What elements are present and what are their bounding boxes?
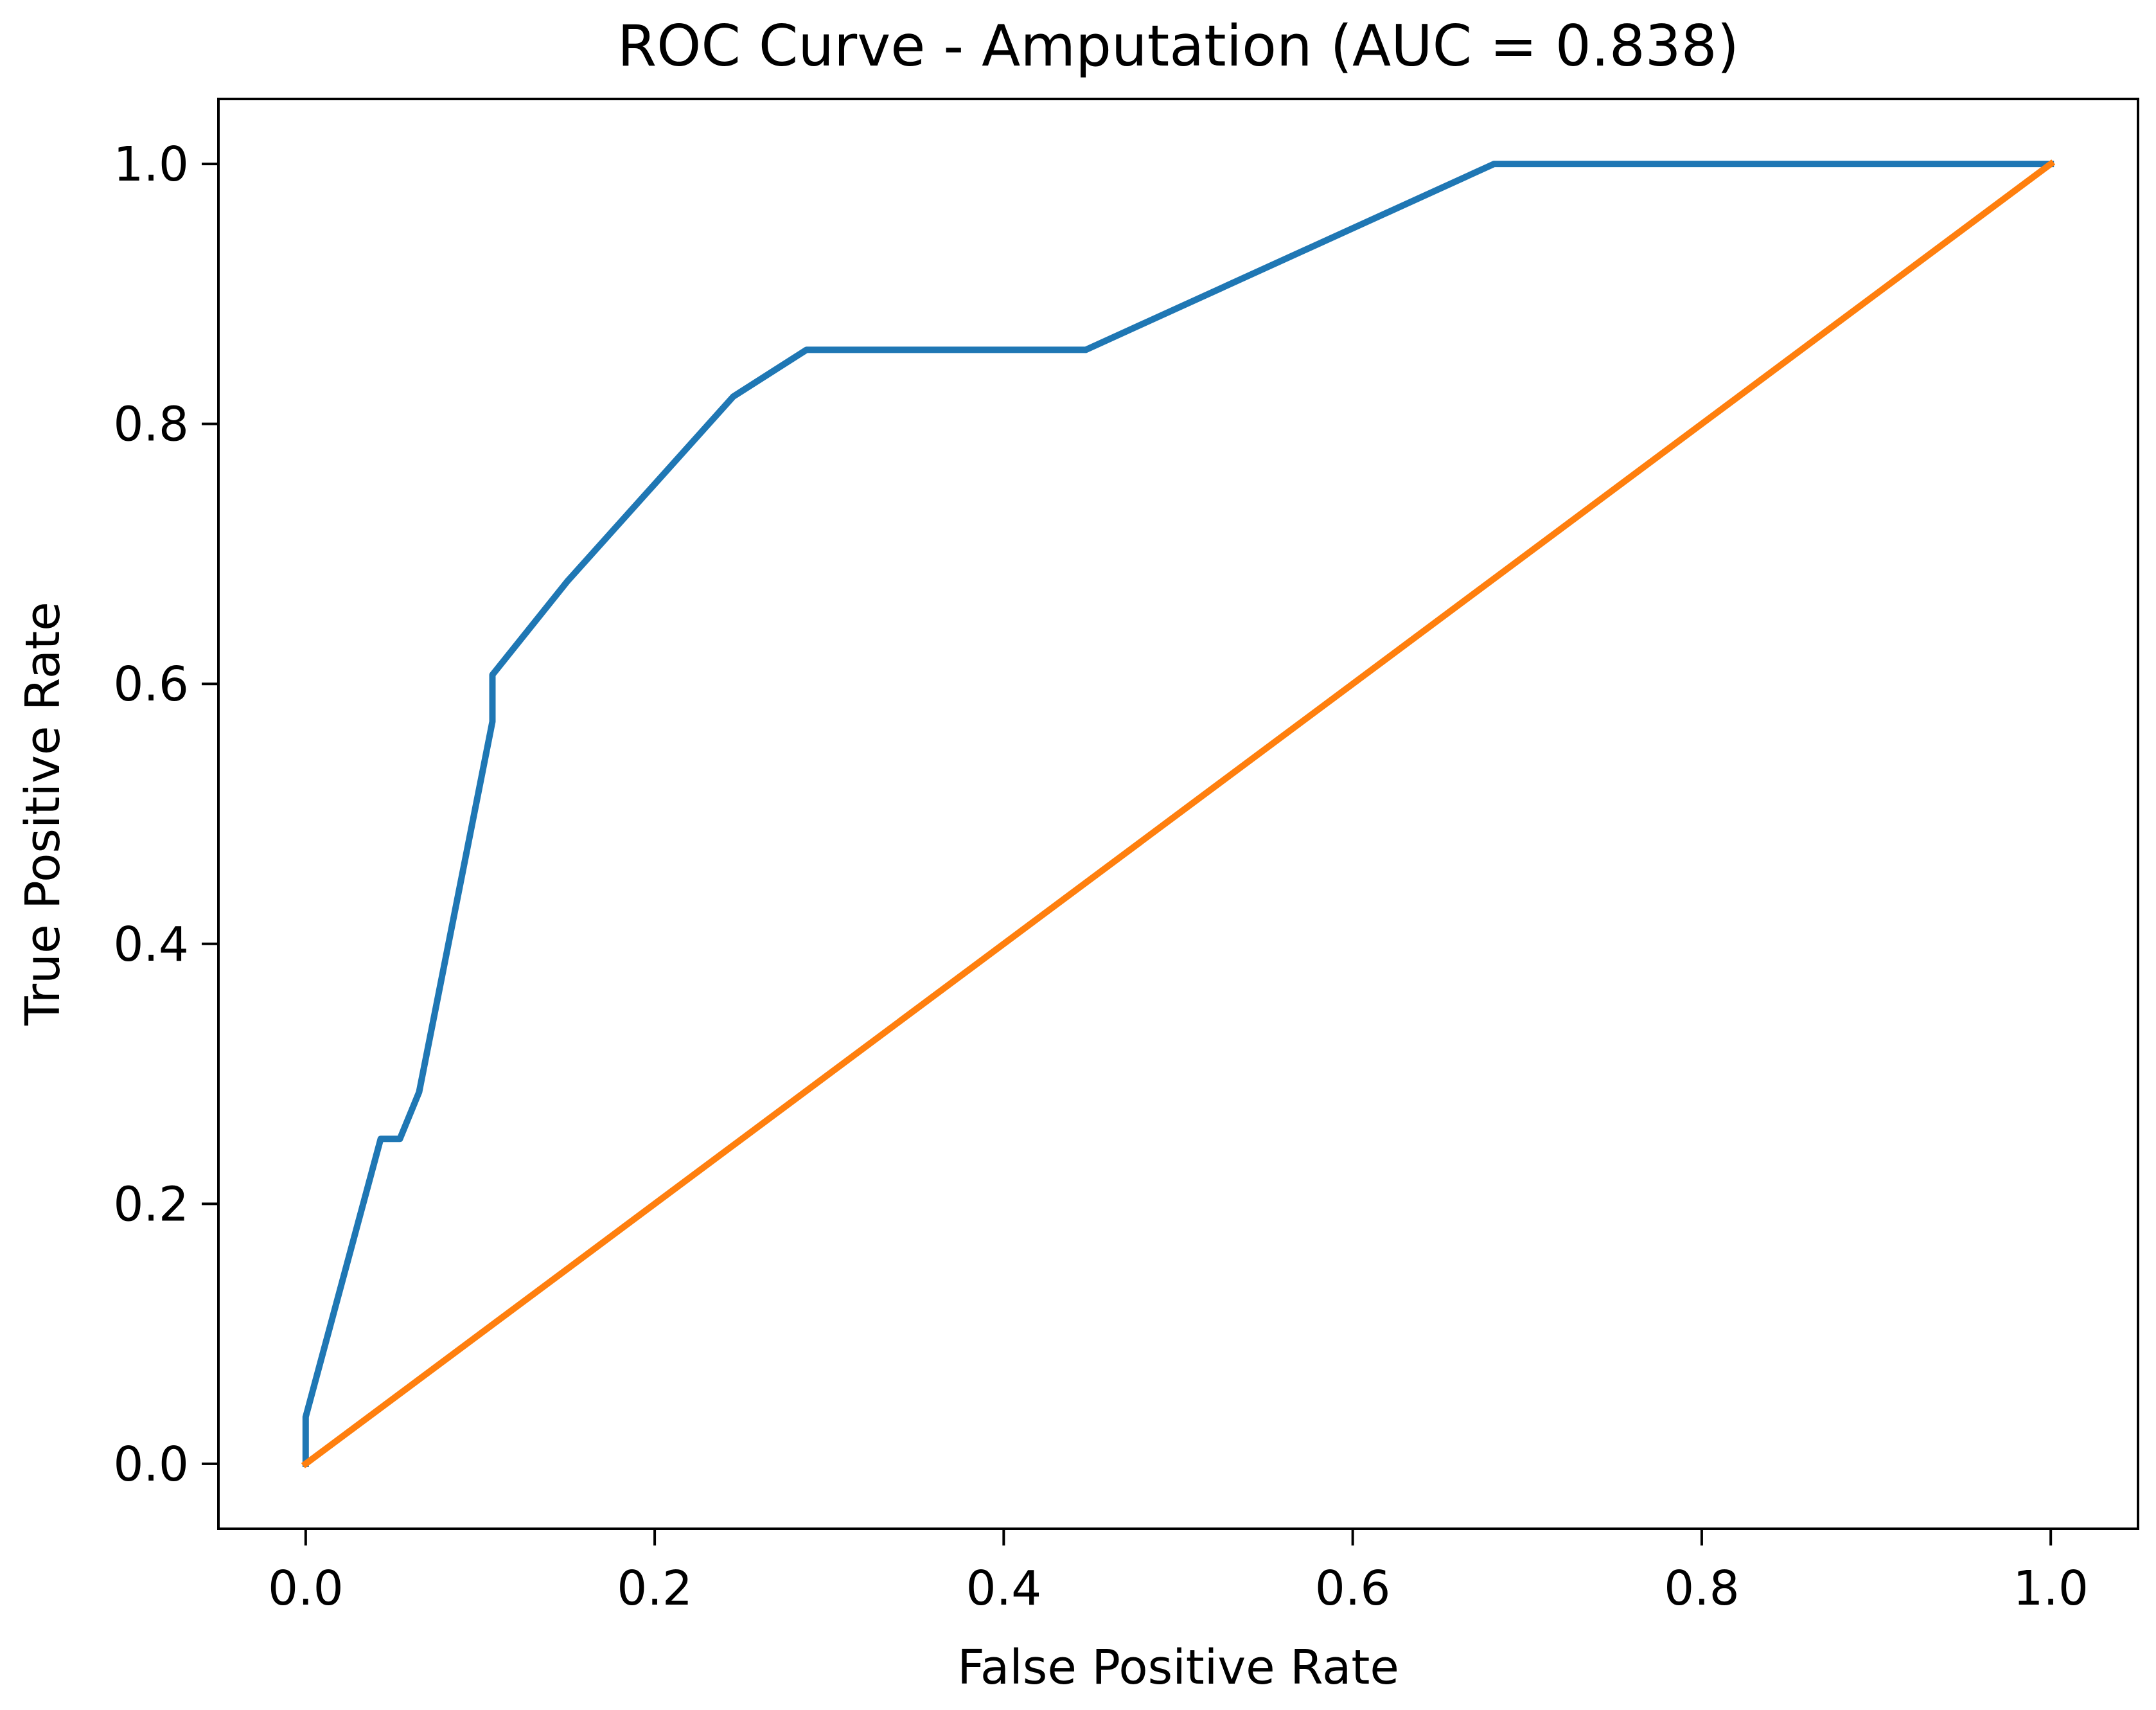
y-tick-label: 0.8 — [113, 397, 189, 452]
y-tick-label: 0.0 — [113, 1437, 189, 1492]
x-tick-label: 0.2 — [617, 1561, 693, 1616]
x-tick-label: 0.8 — [1664, 1561, 1740, 1616]
x-tick-label: 0.6 — [1315, 1561, 1391, 1616]
chart-title: ROC Curve - Amputation (AUC = 0.838) — [617, 13, 1739, 79]
y-axis-label: True Positive Rate — [15, 601, 71, 1026]
x-tick-label: 0.4 — [966, 1561, 1042, 1616]
y-tick-label: 0.4 — [113, 917, 189, 972]
roc-curve-line — [302, 161, 2054, 1467]
plot-area — [301, 159, 2056, 1468]
y-tick-label: 1.0 — [113, 137, 189, 192]
chance-diagonal-line — [301, 159, 2056, 1468]
x-tick-label: 1.0 — [2013, 1561, 2089, 1616]
x-axis-ticks: 0.0 0.2 0.4 0.6 0.8 1.0 — [268, 1529, 2089, 1616]
x-axis-label: False Positive Rate — [957, 1640, 1399, 1695]
y-tick-label: 0.6 — [113, 657, 189, 712]
plot-frame — [217, 98, 2139, 1530]
y-tick-label: 0.2 — [113, 1177, 189, 1232]
y-axis-ticks: 0.0 0.2 0.4 0.6 0.8 1.0 — [113, 137, 218, 1492]
x-tick-label: 0.0 — [268, 1561, 344, 1616]
